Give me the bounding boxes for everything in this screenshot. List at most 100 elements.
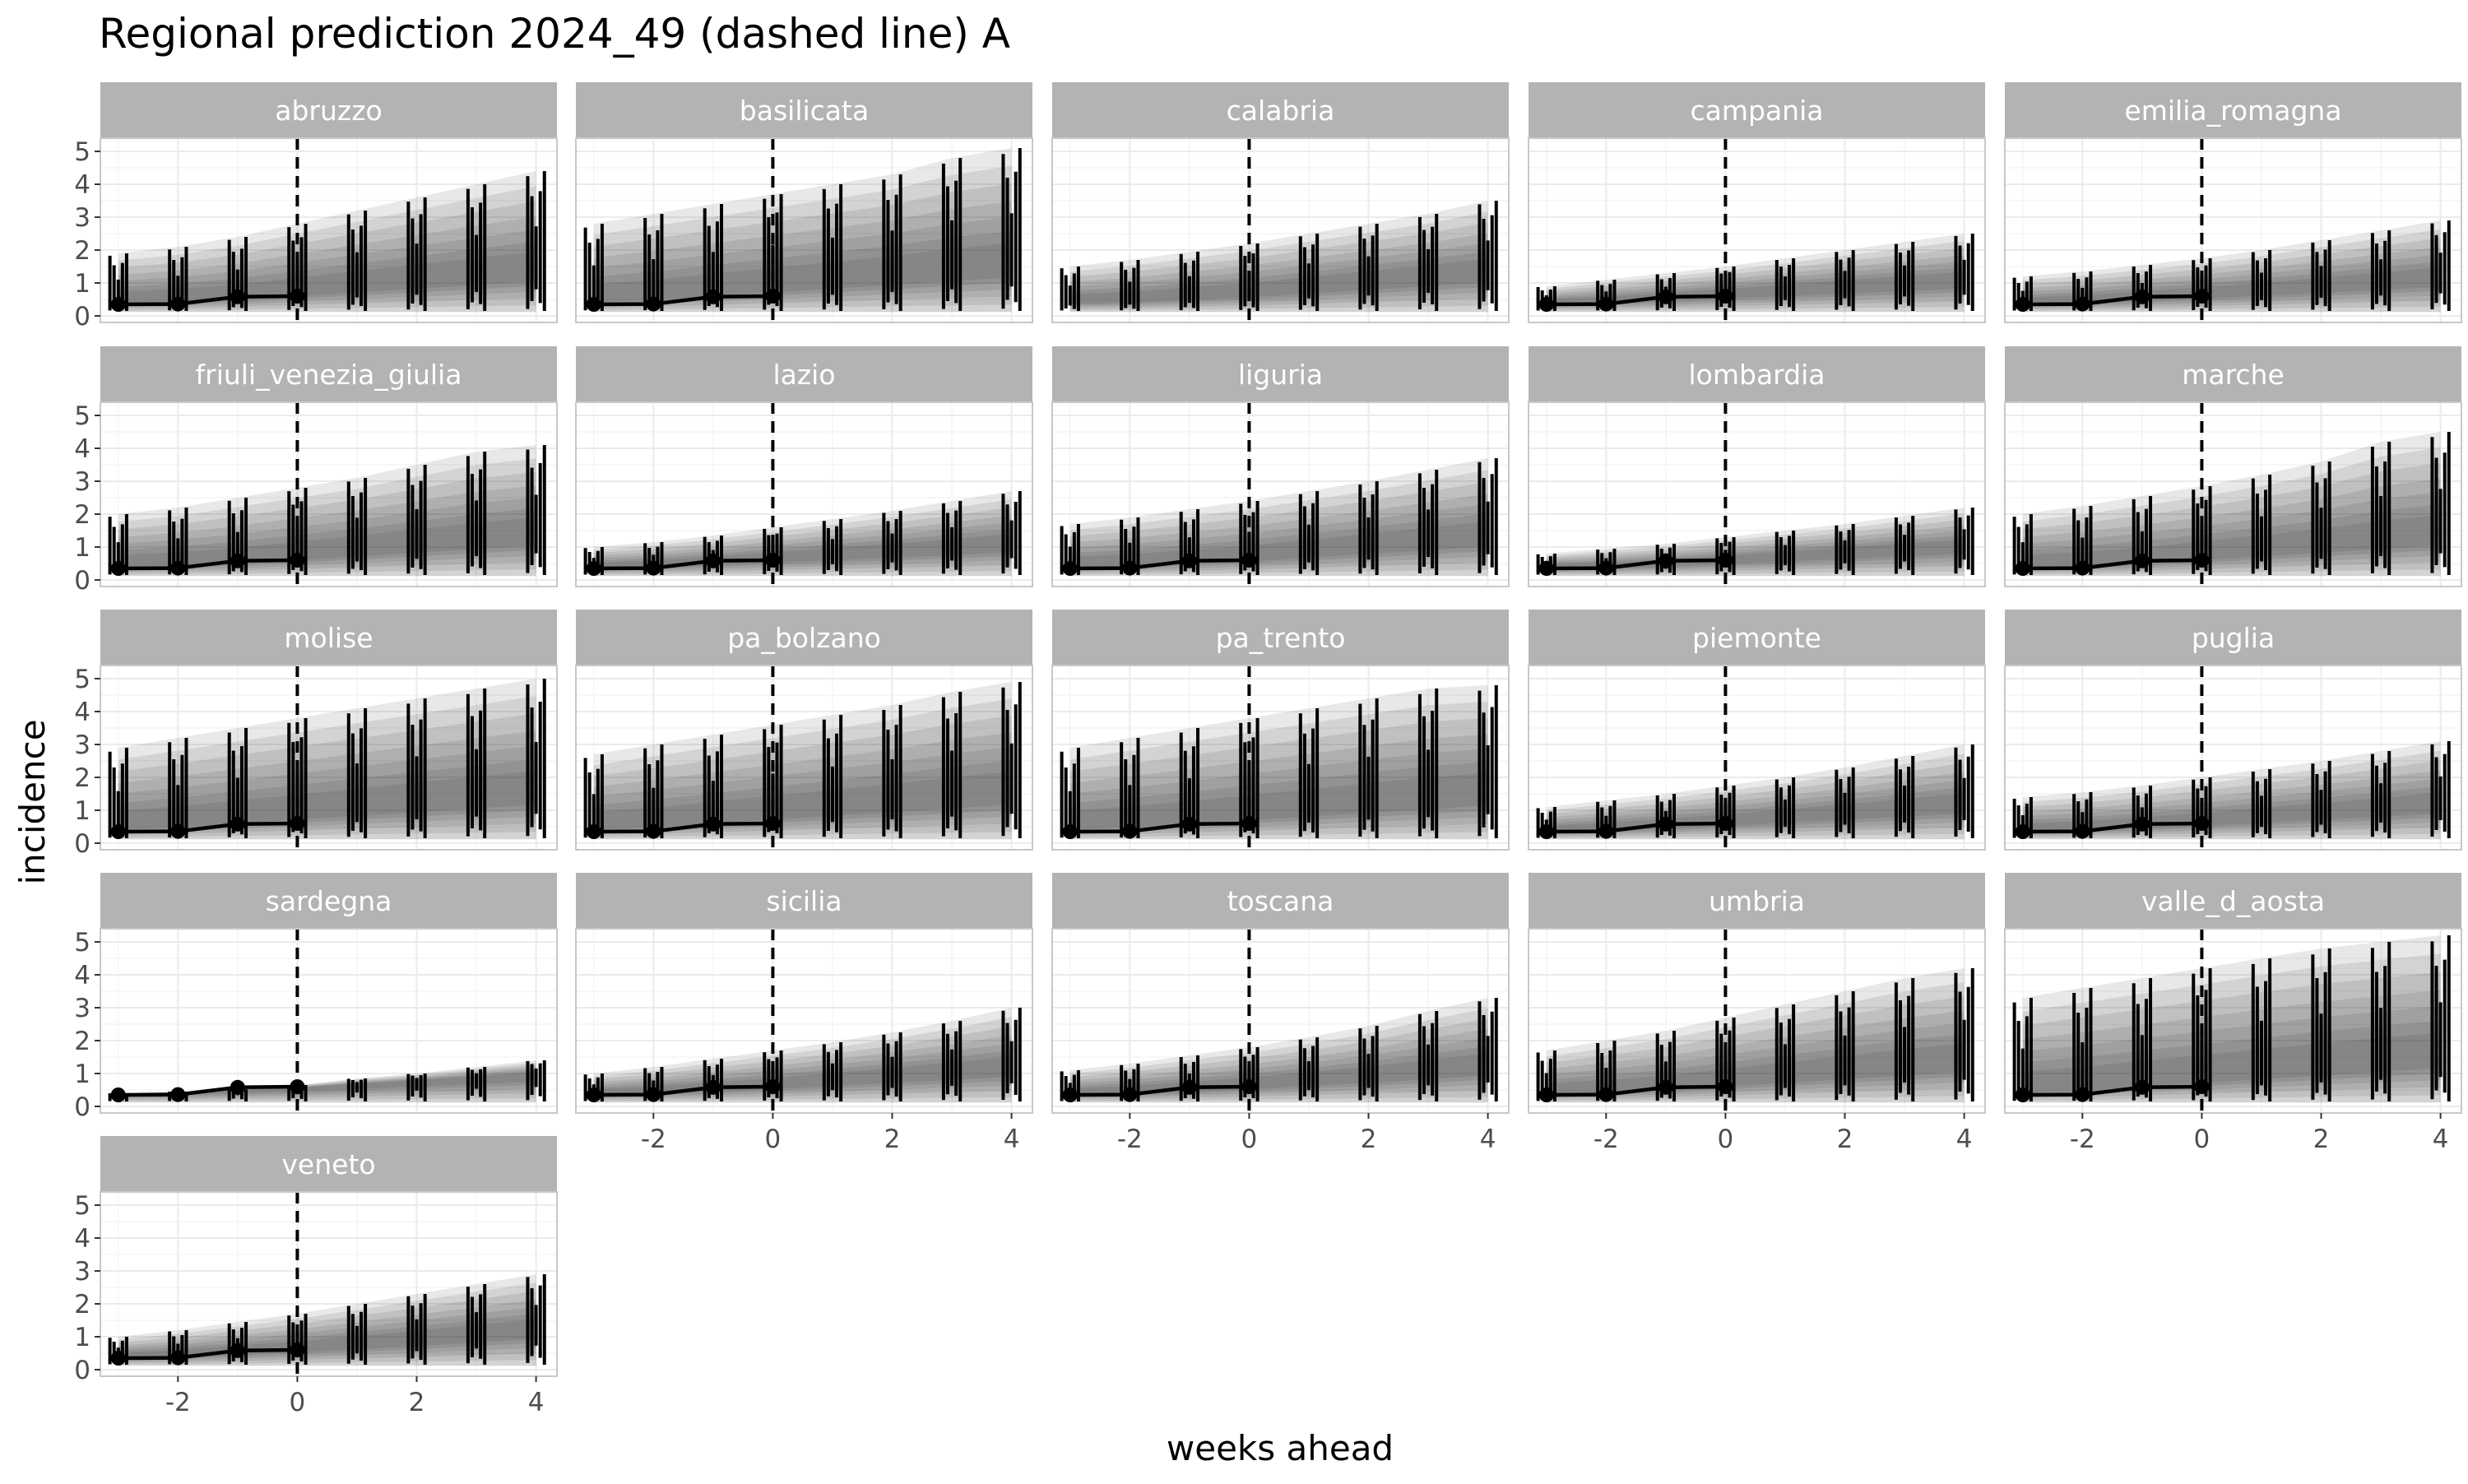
observed-point (1181, 1079, 1197, 1095)
facet-strip (576, 873, 1032, 929)
y-tick-label: 0 (74, 1092, 90, 1122)
forecast-bands (1060, 458, 1498, 577)
forecast-bands (2012, 220, 2451, 313)
facet-strip-label: molise (284, 622, 373, 654)
forecast-band (593, 1050, 1012, 1097)
forecast-band (1546, 255, 1965, 309)
facet-strip (1052, 346, 1509, 402)
observed-point (1658, 289, 1673, 304)
facet-strip (2005, 346, 2461, 402)
y-tick-label: 2 (74, 500, 90, 530)
forecast-band (1069, 503, 1488, 571)
forecast-band (1069, 243, 1488, 307)
y-tick-label: 5 (74, 137, 90, 167)
observed-point (2015, 1087, 2030, 1102)
x-tick-label: 4 (1004, 1125, 1020, 1154)
x-tick-label: -2 (1594, 1125, 1619, 1154)
panel-pa_bolzano: pa_bolzano (575, 610, 1033, 851)
forecast-band (593, 1026, 1012, 1101)
forecast-bands (108, 1274, 546, 1366)
observed-point (170, 1087, 186, 1102)
forecast-band (2022, 254, 2441, 308)
forecast-band (2022, 492, 2441, 571)
forecast-band (1069, 222, 1488, 311)
observed-point (1062, 824, 1078, 839)
forecast-band (1069, 513, 1488, 569)
observed-point (1598, 560, 1614, 576)
panel-border (575, 401, 1033, 587)
forecast-band (593, 1042, 1012, 1098)
x-tick-label: 2 (1837, 1125, 1853, 1154)
observed-point (2015, 561, 2030, 576)
observed-point (2134, 1079, 2150, 1095)
forecast-band (1546, 261, 1965, 308)
forecast-band (118, 445, 536, 577)
facet-strip (100, 610, 557, 665)
facet-strip (1052, 873, 1509, 929)
observed-line (1546, 558, 1726, 571)
forecast-band (2022, 770, 2441, 837)
observed-point (1062, 561, 1078, 576)
panel-campania: campania (1528, 82, 1986, 323)
forecast-band (1546, 744, 1965, 840)
observed-point (170, 560, 186, 576)
x-tick-label: 2 (884, 1125, 901, 1154)
y-tick-label: 4 (74, 1224, 90, 1254)
forecast-band (118, 759, 536, 832)
panel-border (2004, 928, 2462, 1114)
observed-point (1658, 816, 1673, 832)
facet-strip-label: piemonte (1692, 622, 1821, 654)
observed-point (1538, 297, 1554, 312)
observed-point (1598, 296, 1614, 312)
x-tick-label: 0 (1241, 1125, 1258, 1154)
forecast-band (593, 515, 1012, 573)
forecast-band (593, 216, 1012, 306)
facet-strip-label: calabria (1227, 95, 1335, 127)
facet-strip-label: liguria (1238, 359, 1323, 391)
forecast-band (118, 485, 536, 573)
forecast-band (593, 1035, 1012, 1100)
forecast-bands (1536, 508, 1974, 577)
panel-puglia: puglia (2004, 610, 2462, 851)
y-tick-label: 3 (74, 1257, 90, 1287)
panel-border (575, 137, 1033, 323)
forecast-band (2022, 972, 2441, 1101)
forecast-band (593, 148, 1012, 313)
forecast-band (1546, 754, 1965, 840)
observed-point (1538, 824, 1554, 839)
observed-point (110, 561, 126, 576)
observed-point (1598, 1087, 1614, 1102)
forecast-band (1069, 458, 1488, 577)
forecast-band (1069, 701, 1488, 840)
x-tick-label: 2 (2313, 1125, 2330, 1154)
observed-point (2075, 823, 2090, 839)
forecast-band (1546, 779, 1965, 835)
observed-line (593, 1084, 773, 1097)
panel-border (100, 401, 558, 587)
forecast-bands (2012, 935, 2451, 1103)
forecast-band (118, 517, 536, 568)
facet-strip-label: pa_bolzano (727, 622, 881, 654)
observed-point (586, 1087, 601, 1102)
facet-strip-label: marche (2182, 359, 2285, 391)
forecast-band (118, 1060, 536, 1103)
forecast-band (2022, 504, 2441, 569)
x-tick-label: 2 (409, 1388, 425, 1417)
panel-border (100, 928, 558, 1114)
panel-lazio: lazio (575, 346, 1033, 587)
observed-point (1538, 1087, 1554, 1102)
observed-point (586, 561, 601, 576)
y-tick-label: 1 (74, 1323, 90, 1352)
y-tick-label: 0 (74, 566, 90, 596)
observed-line (2022, 1084, 2202, 1097)
panel-liguria: liguria (1051, 346, 1510, 587)
facet-strip-label: umbria (1709, 885, 1805, 917)
forecast-band (118, 171, 536, 313)
forecast-band (593, 1056, 1012, 1096)
observed-line (118, 821, 298, 834)
panel-border (1051, 928, 1510, 1114)
observed-line (593, 821, 773, 834)
x-axis-label: weeks ahead (1167, 1428, 1394, 1468)
